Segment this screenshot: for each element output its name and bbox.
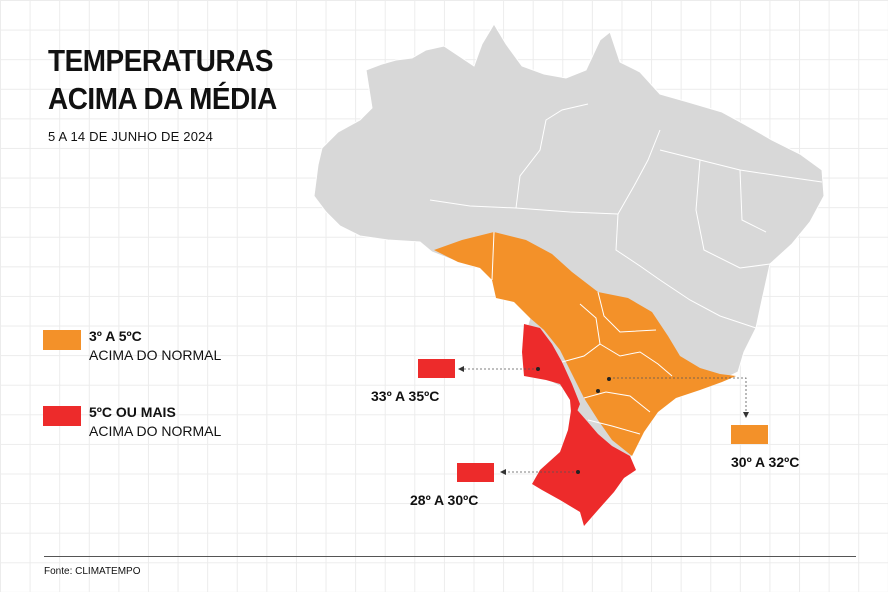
state-border-7	[739, 169, 767, 233]
red-anomaly-region-west	[522, 324, 580, 424]
legend-label-red: 5ºC OU MAIS	[89, 404, 176, 420]
state-border-3	[617, 129, 661, 215]
marker-sp	[596, 389, 600, 393]
marker-south	[576, 470, 580, 474]
map-title: TEMPERATURAS ACIMA DA MÉDIA	[48, 42, 318, 118]
legend-swatch-orange	[43, 330, 81, 350]
marker-center	[607, 377, 611, 381]
state-border-9	[597, 291, 657, 333]
state-border-8	[659, 279, 757, 329]
orange-anomaly-region	[434, 232, 736, 456]
callout-swatch-west	[418, 359, 455, 378]
state-borders	[429, 103, 823, 435]
state-border-2	[515, 103, 589, 209]
footer-rule	[44, 556, 856, 557]
map-subtitle: 5 A 14 DE JUNHO DE 2024	[48, 129, 214, 144]
state-border-4	[615, 213, 661, 281]
arrow-heads	[458, 366, 749, 475]
arrow-east	[609, 377, 747, 414]
source-credit: Fonte: CLIMATEMPO	[44, 566, 141, 577]
state-border-6	[695, 159, 771, 269]
legend: 3º A 5ºC ACIMA DO NORMAL 5ºC OU MAIS ACI…	[43, 326, 303, 478]
legend-swatch-red	[43, 406, 81, 426]
callout-label-south: 28º A 30ºC	[410, 492, 479, 508]
legend-label-orange: 3º A 5ºC	[89, 328, 142, 344]
region-markers	[536, 367, 611, 474]
marker-west	[536, 367, 540, 371]
title-line-2: ACIMA DA MÉDIA	[48, 81, 277, 116]
callout-label-east: 30º A 32ºC	[731, 454, 800, 470]
callout-swatch-east	[731, 425, 768, 444]
legend-item-orange: 3º A 5ºC ACIMA DO NORMAL	[43, 326, 303, 402]
state-border-14	[491, 231, 495, 281]
arrowhead-south	[500, 469, 506, 475]
legend-item-red: 5ºC OU MAIS ACIMA DO NORMAL	[43, 402, 303, 478]
callout-arrows	[462, 368, 747, 473]
arrowhead-east	[743, 412, 749, 418]
state-border-10	[599, 343, 673, 377]
legend-sub-orange: ACIMA DO NORMAL	[89, 347, 222, 363]
title-line-1: TEMPERATURAS	[48, 43, 274, 78]
legend-sub-red: ACIMA DO NORMAL	[89, 423, 222, 439]
red-anomaly-region-south	[532, 404, 636, 526]
state-border-13	[561, 303, 601, 363]
state-border-12	[587, 419, 641, 435]
state-border-11	[583, 391, 651, 413]
callout-swatch-south	[457, 463, 494, 482]
callout-label-west: 33º A 35ºC	[371, 388, 440, 404]
arrowhead-west	[458, 366, 464, 372]
